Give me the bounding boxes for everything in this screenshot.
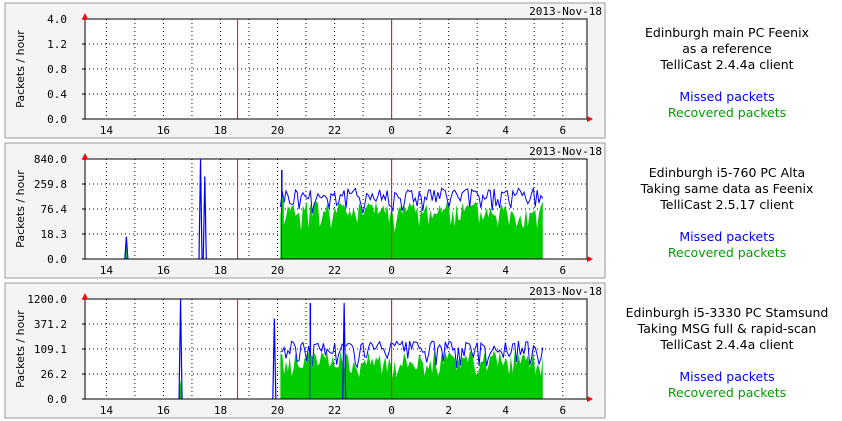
x-tick-label: 20 xyxy=(271,264,284,277)
y-axis-label: Packets / hour xyxy=(14,30,27,108)
legend-missed-1: Missed packets xyxy=(679,89,775,104)
missed-spike xyxy=(272,318,277,400)
missed-spike xyxy=(178,298,183,400)
x-tick-label: 14 xyxy=(100,124,114,137)
missed-spike xyxy=(124,236,129,260)
legend-client-2: TelliCast 2.5.17 client xyxy=(660,197,794,212)
y-axis-label: Packets / hour xyxy=(14,310,27,388)
missed-spike xyxy=(202,176,207,260)
x-tick-label: 16 xyxy=(157,404,170,417)
x-tick-label: 6 xyxy=(559,264,566,277)
legend-panel-3: Edinburgh i5-3330 PC Stamsund Taking MSG… xyxy=(612,305,842,401)
x-axis-arrow-icon xyxy=(587,396,593,402)
x-tick-label: 4 xyxy=(502,264,509,277)
y-tick-label: 0.0 xyxy=(47,253,67,266)
legend-client-1: TelliCast 2.4.4a client xyxy=(660,57,794,72)
legend-title-2: Edinburgh i5-760 PC Alta xyxy=(648,165,806,180)
x-tick-label: 14 xyxy=(100,264,114,277)
x-tick-label: 2 xyxy=(445,264,452,277)
missed-spike xyxy=(342,303,347,400)
x-tick-label: 4 xyxy=(502,404,509,417)
y-tick-label: 0.0 xyxy=(47,113,67,126)
y-tick-label: 26.2 xyxy=(41,368,68,381)
y-tick-label: 259.8 xyxy=(34,178,67,191)
x-tick-label: 18 xyxy=(214,124,227,137)
legend-missed-2: Missed packets xyxy=(679,229,775,244)
legend-subtitle-3: Taking MSG full & rapid-scan xyxy=(637,321,817,336)
x-tick-label: 14 xyxy=(100,404,114,417)
date-label: 2013-Nov-18 xyxy=(529,145,602,158)
legend-recovered-2: Recovered packets xyxy=(667,245,787,260)
x-tick-label: 2 xyxy=(445,404,452,417)
y-tick-label: 109.1 xyxy=(34,343,67,356)
legend-recovered-3: Recovered packets xyxy=(667,385,787,400)
x-tick-label: 20 xyxy=(271,404,284,417)
x-tick-label: 18 xyxy=(214,264,227,277)
plot-area xyxy=(84,18,588,120)
y-tick-label: 1.2 xyxy=(47,38,67,51)
y-tick-label: 0.8 xyxy=(47,63,67,76)
date-label: 2013-Nov-18 xyxy=(529,285,602,298)
x-tick-label: 6 xyxy=(559,404,566,417)
missed-line xyxy=(280,340,544,369)
legend-panel-1: Edinburgh main PC Feenix as a reference … xyxy=(612,25,842,121)
x-axis-arrow-icon xyxy=(587,116,593,122)
legend-client-3: TelliCast 2.4.4a client xyxy=(660,337,794,352)
missed-spike xyxy=(198,158,203,260)
y-tick-label: 76.4 xyxy=(41,203,68,216)
legend-recovered-1: Recovered packets xyxy=(667,105,787,120)
x-tick-label: 0 xyxy=(388,124,395,137)
date-label: 2013-Nov-18 xyxy=(529,5,602,18)
y-tick-label: 840.0 xyxy=(34,153,67,166)
x-tick-label: 16 xyxy=(157,124,170,137)
legend-panel-2: Edinburgh i5-760 PC Alta Taking same dat… xyxy=(612,165,842,261)
x-tick-label: 2 xyxy=(445,124,452,137)
legend-subtitle-1: as a reference xyxy=(682,41,772,56)
x-tick-label: 0 xyxy=(388,264,395,277)
y-tick-label: 1200.0 xyxy=(27,293,67,306)
x-tick-label: 4 xyxy=(502,124,509,137)
x-axis-arrow-icon xyxy=(587,256,593,262)
chart-panel-3: 1200.0 371.2 109.1 26.2 0.0 14 16 18 20 22 0 2 4 6 Pac… xyxy=(4,282,606,419)
legend-subtitle-2: Taking same data as Feenix xyxy=(640,181,814,196)
legend-title-3: Edinburgh i5-3330 PC Stamsund xyxy=(625,305,829,320)
x-tick-label: 22 xyxy=(328,264,341,277)
y-tick-label: 371.2 xyxy=(34,318,67,331)
chart-panel-1: 4.0 1.2 0.8 0.4 0.0 14 16 18 20 22 0 2 4 6 Packets / h… xyxy=(4,2,606,139)
x-tick-label: 16 xyxy=(157,264,170,277)
x-tick-label: 20 xyxy=(271,124,284,137)
recovered-area xyxy=(280,200,543,259)
x-tick-label: 18 xyxy=(214,404,227,417)
y-tick-label: 18.3 xyxy=(41,228,68,241)
missed-line xyxy=(279,187,544,214)
y-tick-label: 0.4 xyxy=(47,88,67,101)
y-axis-arrow-icon xyxy=(82,153,88,159)
x-tick-label: 0 xyxy=(388,404,395,417)
legend-missed-3: Missed packets xyxy=(679,369,775,384)
x-tick-label: 6 xyxy=(559,124,566,137)
y-axis-label: Packets / hour xyxy=(14,170,27,248)
chart-panel-2: 840.0 259.8 76.4 18.3 0.0 14 16 18 20 22 0 2 4 6 Packe… xyxy=(4,142,606,279)
y-axis-arrow-icon xyxy=(82,13,88,19)
x-tick-label: 22 xyxy=(328,124,341,137)
x-tick-label: 22 xyxy=(328,404,341,417)
y-tick-label: 4.0 xyxy=(47,13,67,26)
y-tick-label: 0.0 xyxy=(47,393,67,406)
legend-title-1: Edinburgh main PC Feenix xyxy=(645,25,809,40)
y-axis-arrow-icon xyxy=(82,293,88,299)
